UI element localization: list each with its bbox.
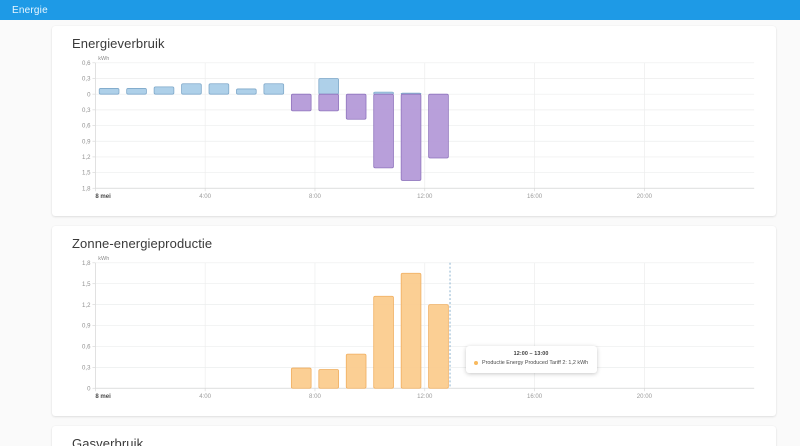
svg-text:0,3: 0,3: [82, 77, 91, 83]
svg-text:4:00: 4:00: [199, 194, 211, 200]
app-bar: Energie: [0, 0, 800, 20]
svg-text:16:00: 16:00: [527, 394, 543, 400]
svg-text:0,3: 0,3: [82, 365, 91, 371]
chart-zonne-energieproductie-svg[interactable]: kWh 1,8 1,5 1,2 0,9 0,6 0,3 0 8 mei 4:00 8:00 12:00…: [64, 253, 762, 410]
tooltip-series-dot: [474, 361, 478, 366]
tooltip-series-label: Productie Energy Produced Tariff 2: 1,2 …: [482, 360, 589, 367]
svg-text:8 mei: 8 mei: [95, 394, 111, 400]
svg-text:0,6: 0,6: [82, 124, 91, 130]
svg-text:0: 0: [87, 386, 91, 392]
svg-text:12:00: 12:00: [417, 194, 433, 200]
card-title-energieverbruik: Energieverbruik: [72, 36, 165, 51]
svg-text:12:00: 12:00: [417, 394, 433, 400]
svg-text:kWh: kWh: [98, 56, 109, 62]
app-title: Energie: [12, 4, 48, 16]
svg-text:20:00: 20:00: [637, 194, 653, 200]
svg-text:kWh: kWh: [98, 256, 109, 262]
card-title-zonne-energieproductie: Zonne-energieproductie: [72, 235, 213, 251]
svg-text:20:00: 20:00: [637, 394, 653, 400]
tooltip-series-row: Productie Energy Produced Tariff 2: 1,2 …: [474, 359, 588, 367]
svg-text:1,5: 1,5: [82, 171, 91, 177]
svg-text:0,9: 0,9: [82, 139, 91, 145]
chart-zonne-energieproductie[interactable]: kWh 1,8 1,5 1,2 0,9 0,6 0,3 0 8 mei 4:00 8:00 12:00…: [64, 253, 762, 410]
svg-text:8 mei: 8 mei: [95, 194, 111, 200]
card-title-gasverbruik: Gasverbruik: [72, 435, 144, 446]
chart-energieverbruik-svg[interactable]: kWh 0,6 0,3 0 0,3 0,6 0,9 1,2 1,5 1,8 8 mei 4:00 8:0…: [64, 53, 762, 210]
svg-text:16:00: 16:00: [527, 194, 543, 200]
chart-tooltip: 12:00 – 13:00 Productie Energy Produced …: [466, 345, 598, 373]
svg-text:4:00: 4:00: [199, 394, 211, 400]
svg-text:8:00: 8:00: [309, 394, 321, 400]
card-energieverbruik: Energieverbruik kWh 0,6 0,3 0 0,3 0,6 0,9 1,2 1,…: [52, 26, 776, 216]
svg-text:0,9: 0,9: [82, 324, 91, 330]
card-gasverbruik: Gasverbruik: [52, 425, 776, 446]
svg-text:0: 0: [87, 92, 91, 98]
svg-text:1,8: 1,8: [82, 186, 91, 192]
svg-text:1,2: 1,2: [82, 155, 91, 161]
svg-text:0,6: 0,6: [82, 344, 91, 350]
svg-text:8:00: 8:00: [309, 194, 321, 200]
svg-text:0,6: 0,6: [82, 61, 91, 67]
svg-text:0,3: 0,3: [82, 108, 91, 114]
card-zonne-energieproductie: Zonne-energieproductie kWh 1,8 1,5 1,2 0,9 0,…: [52, 225, 776, 416]
tooltip-title: 12:00 – 13:00: [513, 350, 549, 357]
page-content: Energieverbruik kWh 0,6 0,3 0 0,3 0,6 0,9 1,2 1,…: [0, 20, 800, 446]
svg-text:1,8: 1,8: [82, 261, 91, 267]
chart-energieverbruik[interactable]: kWh 0,6 0,3 0 0,3 0,6 0,9 1,2 1,5 1,8 8 mei 4:00 8:0…: [64, 53, 762, 210]
svg-text:1,2: 1,2: [82, 303, 91, 309]
svg-text:1,5: 1,5: [82, 282, 91, 288]
